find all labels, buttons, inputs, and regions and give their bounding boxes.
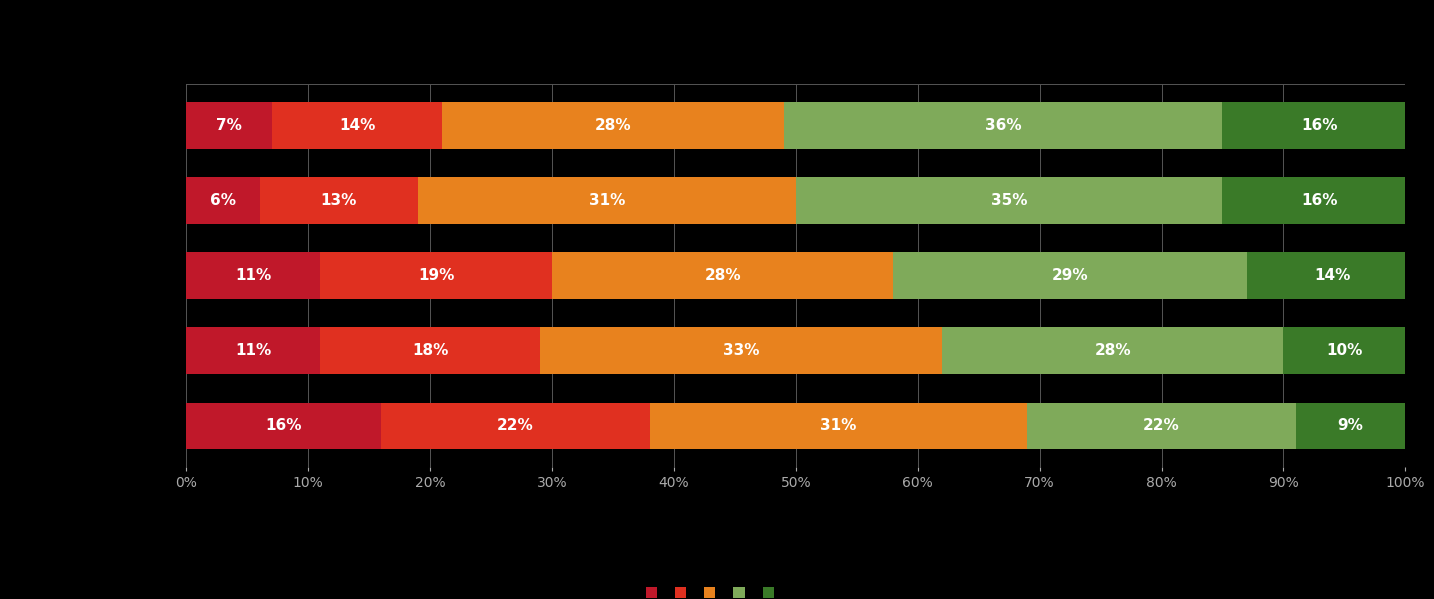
Text: 18%: 18%	[412, 343, 449, 358]
Bar	[1246, 252, 1417, 299]
Text: 22%: 22%	[1143, 418, 1180, 434]
Bar	[783, 102, 1222, 149]
Text: 28%: 28%	[1094, 343, 1131, 358]
Bar	[1295, 403, 1405, 449]
Text: 11%: 11%	[235, 343, 271, 358]
Text: 36%: 36%	[985, 117, 1021, 133]
Bar	[1027, 403, 1295, 449]
Bar	[796, 177, 1222, 223]
Bar	[1283, 328, 1405, 374]
Text: 7%: 7%	[217, 117, 242, 133]
Bar	[419, 177, 796, 223]
Text: 6%: 6%	[209, 193, 237, 208]
Bar	[552, 252, 893, 299]
Bar	[186, 328, 321, 374]
Text: 29%: 29%	[1051, 268, 1088, 283]
Text: 13%: 13%	[321, 193, 357, 208]
Text: 9%: 9%	[1338, 418, 1364, 434]
Bar	[1222, 102, 1417, 149]
Bar	[186, 252, 321, 299]
Legend: , , , , : , , , ,	[641, 581, 780, 599]
Bar	[186, 177, 260, 223]
Text: 28%: 28%	[595, 117, 631, 133]
Bar	[942, 328, 1283, 374]
Text: 16%: 16%	[1302, 117, 1338, 133]
Text: 19%: 19%	[419, 268, 455, 283]
Bar	[321, 252, 552, 299]
Text: 35%: 35%	[991, 193, 1027, 208]
Bar	[260, 177, 419, 223]
Text: 31%: 31%	[589, 193, 625, 208]
Text: 14%: 14%	[1314, 268, 1351, 283]
Bar	[442, 102, 783, 149]
Text: 22%: 22%	[498, 418, 533, 434]
Text: 10%: 10%	[1326, 343, 1362, 358]
Bar	[1222, 177, 1417, 223]
Bar	[893, 252, 1246, 299]
Bar	[650, 403, 1027, 449]
Bar	[186, 102, 272, 149]
Text: 28%: 28%	[704, 268, 741, 283]
Bar	[539, 328, 942, 374]
Bar	[321, 328, 539, 374]
Text: 31%: 31%	[820, 418, 856, 434]
Text: 11%: 11%	[235, 268, 271, 283]
Text: 16%: 16%	[1302, 193, 1338, 208]
Bar	[186, 403, 381, 449]
Text: 16%: 16%	[265, 418, 303, 434]
Bar	[272, 102, 442, 149]
Bar	[381, 403, 650, 449]
Text: 33%: 33%	[723, 343, 759, 358]
Text: 14%: 14%	[338, 117, 376, 133]
